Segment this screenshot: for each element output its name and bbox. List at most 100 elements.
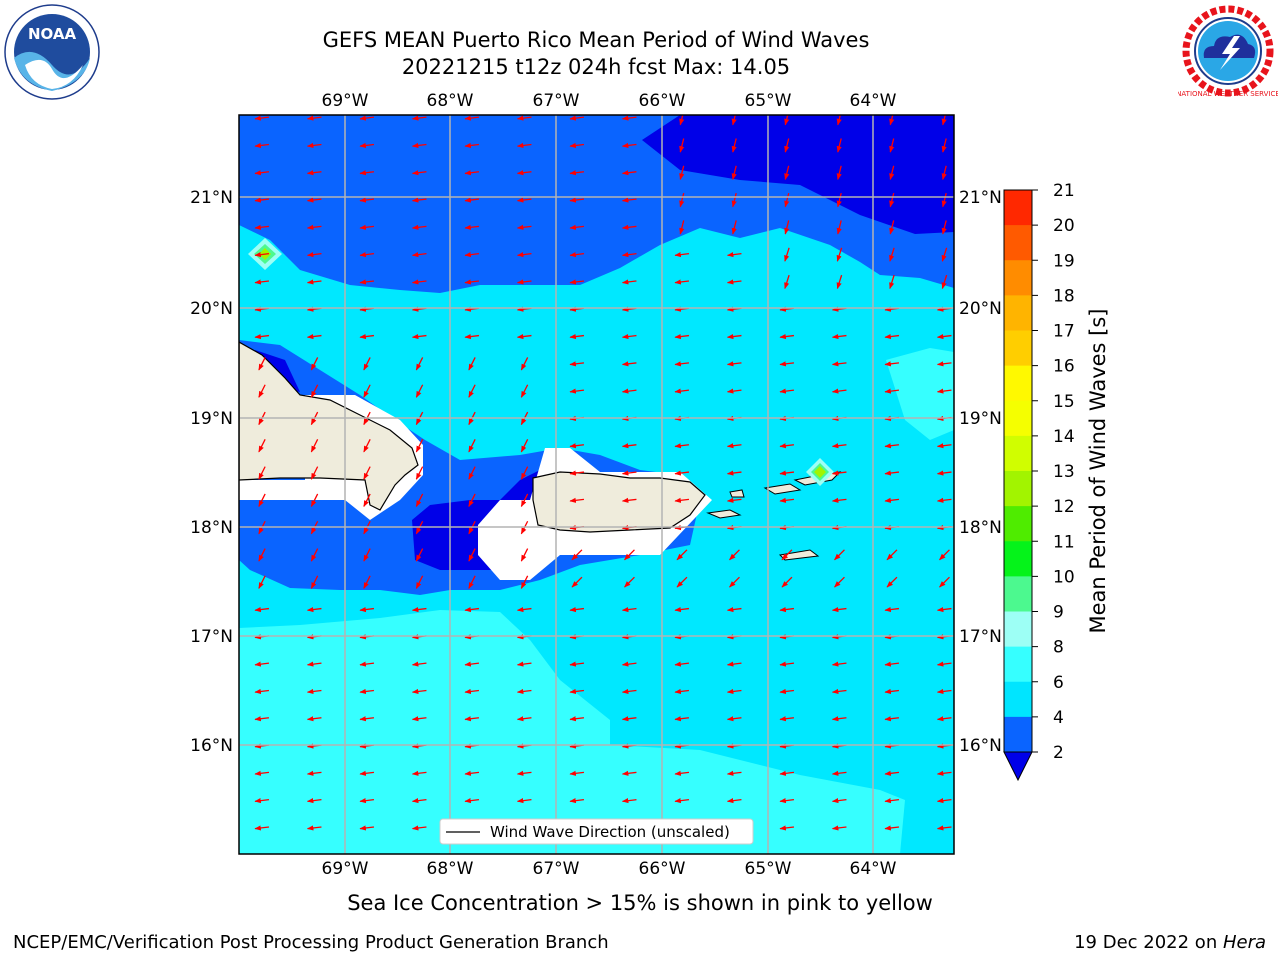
wind-wave-arrow [731,138,737,153]
colorbar-segment [1004,471,1032,507]
wind-wave-arrow [679,115,685,126]
wind-wave-arrow [363,548,371,562]
land-culebra [729,489,745,498]
colorbar-tick-label: 13 [1053,462,1075,482]
wind-wave-arrow [569,361,585,367]
wind-wave-arrow [520,493,529,508]
wind-wave-arrow [254,688,270,695]
wind-wave-arrow [516,197,532,203]
wind-wave-arrow [731,115,737,126]
wind-wave-arrow [831,716,847,722]
wind-wave-arrow [779,361,795,367]
footer-host: Hera [1222,932,1266,953]
colorbar-tick-label: 18 [1053,286,1075,306]
wind-wave-arrow [674,361,690,367]
wind-wave-arrow [679,192,685,208]
wind-wave-arrow [941,192,947,208]
wind-wave-arrow [468,466,476,480]
wind-wave-arrow [516,661,532,667]
wind-wave-arrow [468,357,476,371]
wind-wave-arrow [884,716,900,722]
wind-wave-arrow [726,470,742,476]
wind-wave-arrow [784,138,790,153]
wind-wave-arrow [621,606,637,613]
wind-wave-arrow [516,716,532,722]
colorbar-tick-label: 14 [1053,427,1075,447]
footer-date-text: 19 Dec 2022 on [1074,932,1223,953]
sea-region-under2-northeast [642,115,954,234]
wind-wave-arrow [674,388,690,394]
wind-wave-arrow [941,165,947,181]
sea-ice-note: Sea Ice Concentration > 15% is shown in … [347,891,933,915]
wind-wave-arrow [884,798,900,804]
wind-wave-arrow [941,138,947,153]
colorbar-segment [1004,365,1032,402]
svg-text:68°W: 68°W [427,859,474,879]
svg-text:20°N: 20°N [959,299,1002,319]
wind-wave-arrow [411,197,427,203]
wind-wave-arrow [884,497,900,503]
colorbar-segment [1004,330,1032,367]
svg-text:19°N: 19°N [190,409,233,429]
wind-wave-arrow [516,142,532,149]
wind-wave-arrow [359,197,375,203]
lon-labels-bottom: 69°W 68°W 67°W 66°W 65°W 64°W [322,859,897,879]
colorbar-segment [1004,541,1032,577]
wind-wave-arrow [306,825,322,831]
wind-wave-arrow [359,688,375,695]
wind-wave-arrow [464,770,480,776]
wind-wave-arrow [415,439,424,453]
wind-wave-arrow [306,279,322,285]
wind-wave-arrow [464,115,480,121]
wind-wave-arrow [258,384,266,398]
wind-wave-arrow [784,165,790,181]
colorbar-tick-label: 6 [1053,673,1064,693]
wind-wave-arrow [306,197,322,203]
wind-wave-arrow [779,470,795,476]
wind-wave-arrow [306,252,322,258]
wind-wave-arrow [254,333,270,340]
footer-credit: NCEP/EMC/Verification Post Processing Pr… [13,932,609,953]
wind-wave-arrow [674,770,690,776]
wind-wave-arrow [726,361,742,367]
wind-wave-arrow [831,388,847,394]
wind-wave-arrow [254,252,270,258]
map-title: GEFS MEAN Puerto Rico Mean Period of Win… [322,28,870,52]
wind-wave-arrow [254,825,270,831]
wind-wave-arrow [254,170,270,176]
wind-wave-arrow [258,493,266,508]
wind-wave-arrow [359,142,375,149]
wind-wave-arrow [306,142,322,149]
wind-wave-arrow [941,274,948,290]
wind-wave-arrow [306,770,322,776]
wind-wave-arrow [464,279,480,285]
wind-wave-arrow [726,770,742,776]
wind-wave-arrow [836,247,843,262]
lat-labels-right: 21°N 20°N 19°N 18°N 17°N 16°N [959,188,1002,756]
wind-wave-arrow [729,576,740,588]
wind-wave-arrow [936,770,952,776]
wind-wave-arrow [254,798,270,804]
wind-wave-arrow [779,770,795,776]
wind-wave-arrow [359,770,375,776]
wind-wave-arrow [258,439,266,453]
wind-wave-arrow [411,688,427,695]
wind-wave-arrow [516,688,532,695]
wind-wave-arrow [781,549,793,561]
wind-wave-arrow [569,170,585,176]
wind-wave-arrow [936,688,952,695]
wind-wave-arrow [621,224,637,230]
wind-wave-arrow [569,470,585,476]
wind-wave-arrow [886,549,898,561]
wind-wave-arrow [941,115,947,126]
wind-wave-arrow [831,606,847,613]
wind-wave-arrow [779,716,795,722]
wind-wave-arrow [831,688,847,695]
svg-text:64°W: 64°W [850,859,897,879]
map-gridlines [239,115,954,854]
wind-wave-arrow [310,466,319,480]
wind-wave-arrow [884,661,900,667]
wind-wave-arrow [779,661,795,667]
wind-wave-arrow [306,115,322,121]
